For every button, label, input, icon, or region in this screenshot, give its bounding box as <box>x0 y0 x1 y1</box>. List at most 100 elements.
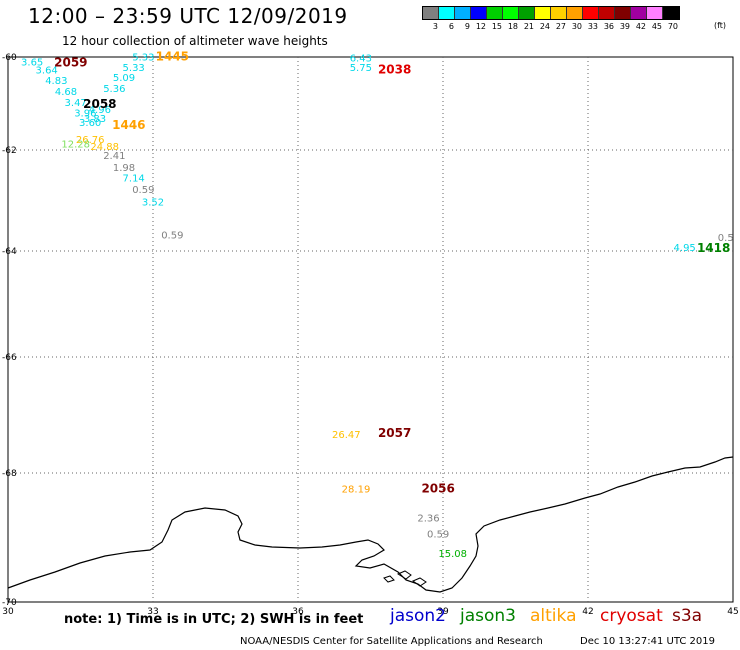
wave-height-value: 7.14 <box>123 173 145 184</box>
pass-time-label: 2038 <box>378 62 411 76</box>
wave-height-value: 3.60 <box>79 118 101 129</box>
legend-tick-label: 42 <box>635 22 646 31</box>
x-axis-label: 33 <box>147 607 158 617</box>
island <box>383 575 395 583</box>
credit-line: NOAA/NESDIS Center for Satellite Applica… <box>240 636 543 647</box>
legend-tick-label: 15 <box>491 22 502 31</box>
wave-height-value: 24.88 <box>90 142 119 153</box>
y-axis-label: -62 <box>2 146 17 156</box>
wave-height-value: 5.09 <box>113 73 135 84</box>
legend-tick-label: 24 <box>539 22 550 31</box>
wave-height-value: 0.5 <box>718 233 734 244</box>
legend-tick-label: 45 <box>651 22 662 31</box>
legend-swatch <box>631 7 647 19</box>
wave-height-value: 4.96 <box>89 105 111 116</box>
wave-height-value: 3.47 <box>65 98 87 109</box>
x-axis-label: 39 <box>437 607 449 617</box>
pass-time-label: 2059 <box>54 55 87 69</box>
wave-height-value: 12.28 <box>61 140 90 151</box>
island <box>396 570 412 580</box>
map-frame <box>7 56 734 603</box>
legend-swatch <box>535 7 551 19</box>
wave-height-value: 0.59 <box>161 230 183 241</box>
satellite-label: jason2 <box>390 606 446 626</box>
wave-height-value: 3.83 <box>84 114 106 125</box>
legend-tick-label: 18 <box>507 22 518 31</box>
satellite-label: altika <box>530 606 577 626</box>
wave-height-value: 5.36 <box>103 84 125 95</box>
page-subtitle: 12 hour collection of altimeter wave hei… <box>62 34 328 48</box>
x-axis-label: 36 <box>292 607 304 617</box>
wave-height-value: 0.59 <box>427 530 449 541</box>
legend-tick-label: 21 <box>523 22 534 31</box>
legend-tick-label: 36 <box>603 22 614 31</box>
legend-tick-label: 6 <box>448 22 454 31</box>
legend-swatch <box>647 7 663 19</box>
legend-swatch <box>503 7 519 19</box>
legend-swatch <box>615 7 631 19</box>
wave-height-value: 2.36 <box>417 513 439 524</box>
wave-height-value: 5.33 <box>123 63 145 74</box>
y-axis-label: -70 <box>2 598 17 608</box>
wave-height-value: 5.75 <box>350 63 372 74</box>
page-title: 12:00 – 23:59 UTC 12/09/2019 <box>28 4 348 28</box>
legend-swatch <box>455 7 471 19</box>
legend-swatch <box>551 7 567 19</box>
wave-height-value: 4.68 <box>55 87 77 98</box>
satellite-label: cryosat <box>600 606 663 626</box>
legend-tick-label: 12 <box>475 22 486 31</box>
color-legend: 3 6 9 12 15 18 21 24 27 30 33 36 39 42 45 70 (ft) <box>422 6 726 31</box>
y-axis-label: -60 <box>2 53 17 63</box>
wave-height-value: 1.98 <box>113 163 135 174</box>
pass-time-label: 1446 <box>112 118 145 132</box>
satellite-label: jason3 <box>460 606 516 626</box>
wave-height-value: 3.96 <box>74 109 96 120</box>
legend-tick-label: 33 <box>587 22 598 31</box>
wave-height-value: 0.59 <box>132 185 154 196</box>
satellite-label: s3a <box>672 606 703 626</box>
wave-height-value: 15.08 <box>438 549 467 560</box>
wave-height-value: 28.19 <box>342 484 371 495</box>
legend-swatch <box>663 7 679 19</box>
legend-swatch <box>519 7 535 19</box>
generation-timestamp: Dec 10 13:27:41 UTC 2019 <box>580 636 715 647</box>
map-gridlines <box>8 57 733 602</box>
pass-time-label: 1418 <box>697 241 730 255</box>
pass-time-label: 1445 <box>156 50 189 64</box>
x-axis-label: 30 <box>2 607 14 617</box>
island <box>411 577 427 587</box>
wave-height-value: 4.95 <box>674 243 696 254</box>
wave-height-value: 3.52 <box>142 198 164 209</box>
time-labels: 2059 1445 2058 1446 2038 1418 2057 2056 <box>54 50 730 496</box>
legend-swatch <box>487 7 503 19</box>
x-axis-label: 42 <box>582 607 593 617</box>
legend-tick-label: 39 <box>619 22 630 31</box>
pass-time-label: 2057 <box>378 426 411 440</box>
pass-time-label: 2056 <box>421 481 454 495</box>
footer-note: note: 1) Time is in UTC; 2) SWH is in fe… <box>64 612 364 627</box>
legend-swatch <box>471 7 487 19</box>
y-axis-label: -64 <box>2 247 17 257</box>
x-axis-label: 45 <box>727 607 738 617</box>
wave-height-value: 3.65 <box>21 57 43 68</box>
legend-tick-label: 3 <box>432 22 438 31</box>
coastline <box>7 456 734 593</box>
pass-time-label: 2058 <box>83 97 116 111</box>
wave-height-value: 4.83 <box>45 76 67 87</box>
legend-ticks: 3 6 9 12 15 18 21 24 27 30 33 36 39 42 45 70 <box>422 22 680 31</box>
wave-height-value: 3.64 <box>36 65 58 76</box>
observation-labels: 5.33 3.65 5.33 3.64 5.09 4.83 5.36 4.683.474.96… <box>21 53 734 560</box>
y-axis-label: -66 <box>2 353 17 363</box>
legend-swatch <box>423 7 439 19</box>
wave-height-value: 26.76 <box>76 135 105 146</box>
legend-tick-label: 9 <box>464 22 470 31</box>
legend-swatch <box>583 7 599 19</box>
legend-tick-label: 30 <box>571 22 582 31</box>
legend-swatch <box>439 7 455 19</box>
wave-height-value: 2.41 <box>103 151 125 162</box>
legend-tick-label: 27 <box>555 22 566 31</box>
legend-tick-label: 70 <box>667 22 678 31</box>
legend-unit: (ft) <box>714 21 727 30</box>
wave-height-value: 6.43 <box>350 54 372 65</box>
